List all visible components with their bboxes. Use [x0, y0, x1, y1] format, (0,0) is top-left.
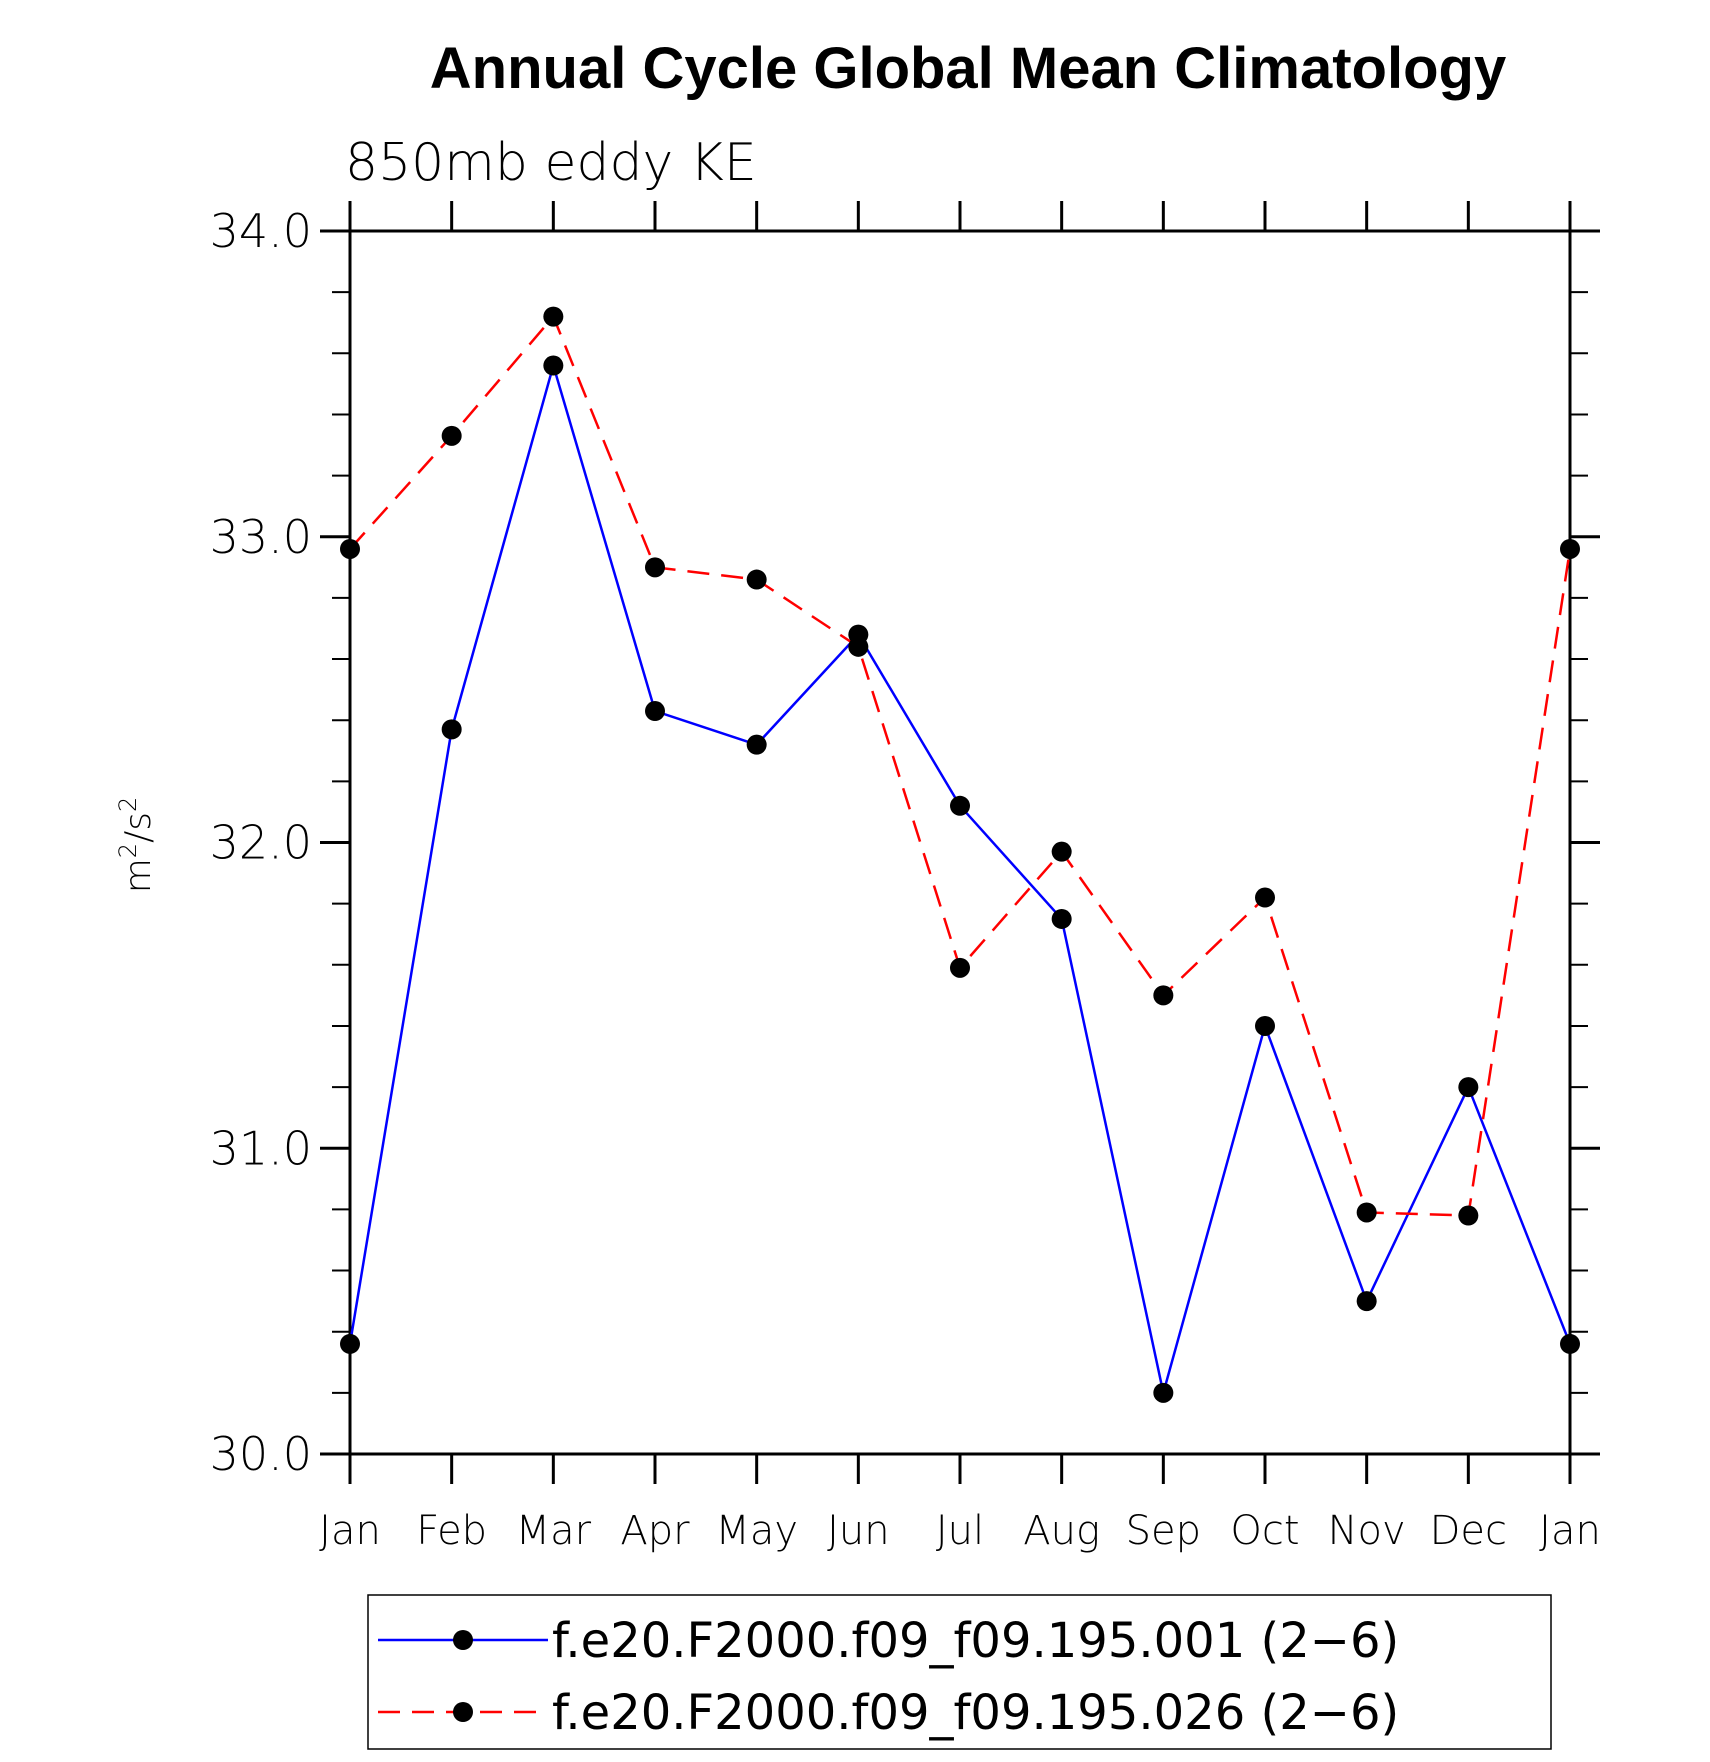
series-1-point [1458, 1077, 1479, 1098]
x-tick-label: Apr [620, 1508, 690, 1554]
series-line-1 [348, 360, 1572, 1394]
x-tick-label: Aug [1023, 1508, 1100, 1554]
series-2-point [340, 538, 360, 559]
series-2-point [1356, 1202, 1377, 1223]
series-2-point [950, 957, 970, 978]
series-2-point [441, 425, 462, 446]
x-tick-label: Feb [416, 1508, 487, 1554]
series-1-point [543, 355, 564, 376]
series-2-point [848, 636, 869, 657]
series-1-point [645, 701, 665, 722]
series-group [340, 306, 1580, 1403]
series-2-point [1051, 841, 1072, 862]
legend-marker-2 [453, 1702, 473, 1722]
series-2-point [1458, 1205, 1479, 1226]
series-1-point [1560, 1333, 1580, 1354]
series-2-point [1153, 985, 1174, 1006]
series-line-2 [349, 314, 1572, 1217]
x-tick-label: Nov [1328, 1508, 1406, 1554]
series-1-point [1356, 1291, 1377, 1312]
series-1-point [441, 719, 462, 740]
series-1-point [1153, 1382, 1174, 1403]
y-tick-label: 33.0 [210, 510, 312, 564]
x-tick-label: Jan [1539, 1508, 1601, 1554]
x-tick-label: Mar [516, 1508, 592, 1554]
series-2-point [645, 557, 665, 578]
y-axis-label: m2/s2 [114, 797, 159, 894]
series-2-point [746, 569, 767, 590]
y-tick-label: 30.0 [210, 1427, 312, 1481]
chart-title: Annual Cycle Global Mean Climatology [430, 36, 1506, 101]
series-1-point [340, 1333, 360, 1354]
x-tick-label: Jun [827, 1508, 890, 1554]
legend-box [367, 1594, 1552, 1750]
y-tick-label: 34.0 [210, 204, 312, 258]
y-tick-label: 32.0 [210, 816, 312, 870]
x-tick-label: Jul [936, 1508, 984, 1554]
y-tick-label: 31.0 [210, 1121, 312, 1175]
legend-label-1: f.e20.F2000.f09_f09.195.001 (2−6) [552, 1613, 1399, 1669]
series-1-point [1051, 908, 1072, 929]
legend-label-2: f.e20.F2000.f09_f09.195.026 (2−6) [552, 1685, 1399, 1741]
series-2-point [543, 306, 564, 327]
series-1-point [950, 795, 970, 816]
series-2-point [1255, 887, 1275, 908]
x-tick-label: Dec [1430, 1508, 1507, 1554]
legend-marker-1 [453, 1630, 473, 1650]
x-tick-label: Jan [319, 1508, 381, 1554]
plot-frame [348, 229, 1572, 1456]
axes-group: 30.0 31.0 32.0 33.0 34.0 Jan Feb Mar Apr May Jun Ju… [210, 201, 1601, 1554]
x-tick-label: May [715, 1508, 798, 1554]
x-tick-label: Sep [1126, 1508, 1201, 1554]
x-tick-label: Oct [1230, 1508, 1299, 1554]
series-1-point [746, 734, 767, 755]
chart-subtitle: 850mb eddy KE [345, 133, 757, 193]
series-1-point [1255, 1015, 1275, 1036]
legend: f.e20.F2000.f09_f09.195.001 (2−6) f.e20.F… [367, 1594, 1552, 1750]
series-2-point [1560, 538, 1580, 559]
